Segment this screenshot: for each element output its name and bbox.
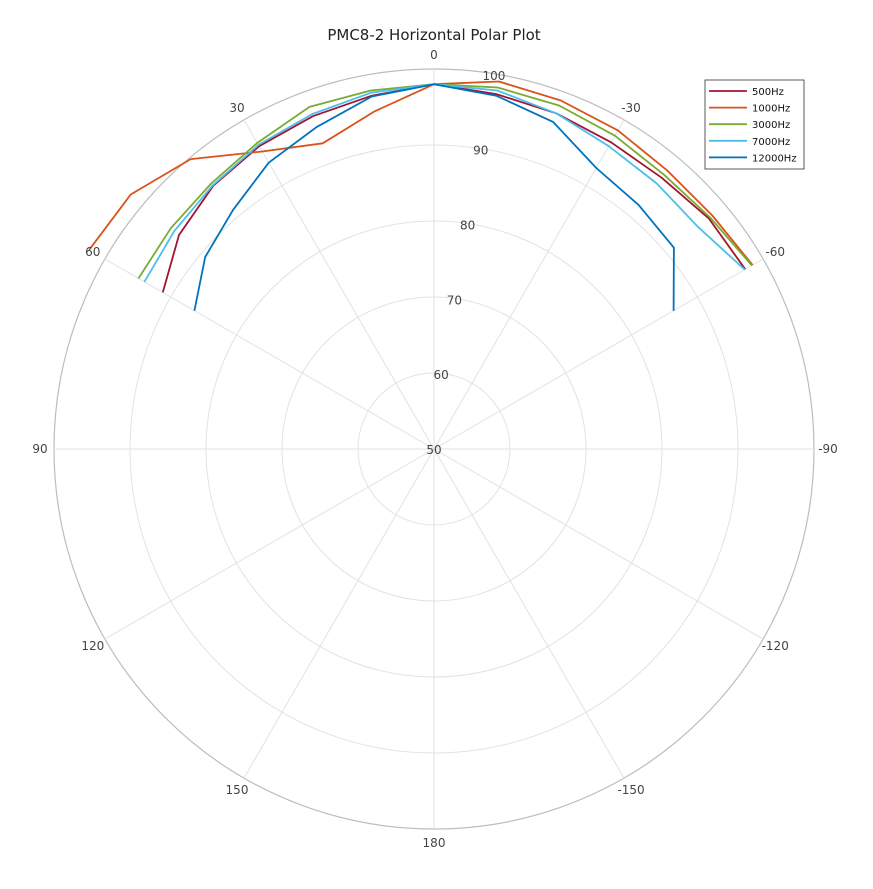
angle-tick-label: -150 [617, 783, 644, 797]
radial-tick-label: 80 [460, 218, 475, 232]
angle-tick-label: 120 [81, 639, 104, 653]
grid-spoke [433, 448, 764, 640]
angle-tick-label: 90 [32, 442, 47, 456]
grid-spoke [433, 448, 625, 779]
legend-label: 7000Hz [752, 137, 790, 148]
legend-label: 500Hz [752, 87, 784, 98]
grid-spoke [433, 119, 625, 450]
grid-spoke [243, 448, 435, 779]
angle-tick-label: 60 [85, 245, 100, 259]
radial-tick-label: 70 [447, 293, 462, 307]
grid-spoke [104, 448, 435, 640]
angle-tick-label: -30 [621, 101, 641, 115]
radial-tick-label: 90 [473, 144, 488, 158]
legend-label: 12000Hz [752, 153, 797, 164]
series-line-12000Hz [193, 83, 675, 311]
angle-tick-label: 0 [430, 48, 438, 62]
radial-tick-label: 60 [434, 368, 449, 382]
radial-tick-label: 100 [483, 69, 506, 83]
grid-spoke [433, 258, 764, 450]
angle-tick-label: -120 [762, 639, 789, 653]
legend-label: 3000Hz [752, 120, 790, 131]
radial-tick-label: 50 [426, 443, 441, 457]
legend-label: 1000Hz [752, 104, 790, 115]
grid-spoke [243, 119, 435, 450]
axis-labels: 0 -30 -60 -90 -120 -150 180 150 120 90 60 30 50 60 70 8… [32, 48, 837, 850]
series-lines [88, 80, 754, 311]
angle-tick-label: -60 [765, 245, 785, 259]
angle-tick-label: 180 [423, 836, 446, 850]
legend: 500Hz 1000Hz 3000Hz 7000Hz 12000Hz [704, 79, 805, 170]
polar-grid [53, 68, 815, 830]
chart-title: PMC8-2 Horizontal Polar Plot [327, 26, 540, 44]
grid-spoke [104, 258, 435, 450]
angle-tick-label: 150 [226, 783, 249, 797]
angle-tick-label: 30 [229, 101, 244, 115]
angle-tick-label: -90 [818, 442, 838, 456]
